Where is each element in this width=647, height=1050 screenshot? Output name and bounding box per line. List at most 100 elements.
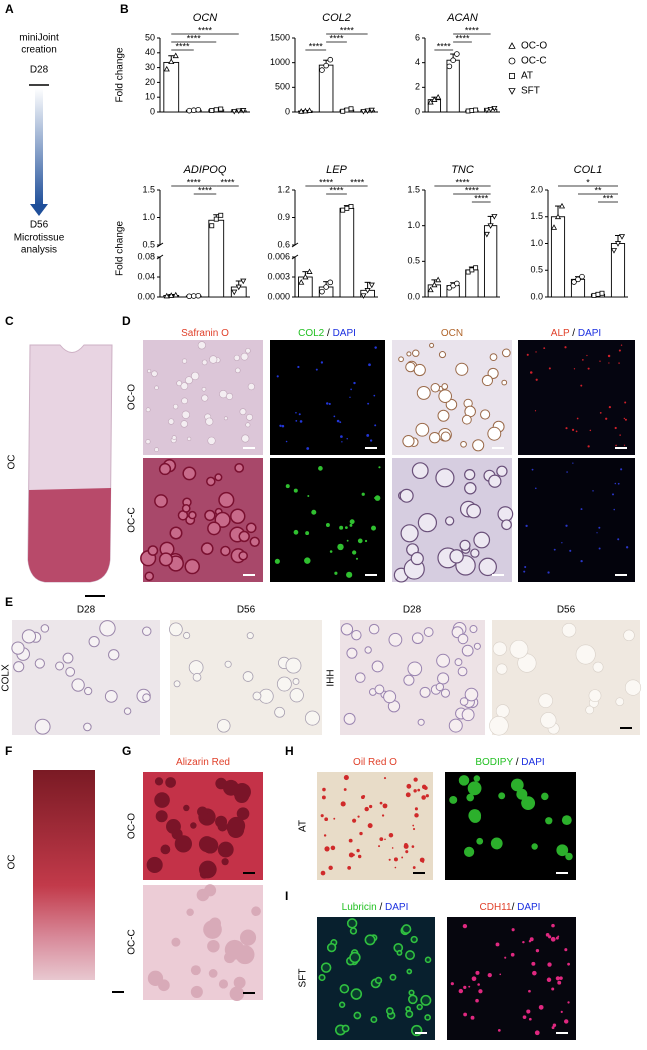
micrograph-feature — [181, 410, 190, 419]
micrograph-feature — [403, 674, 415, 686]
micrograph-feature — [88, 636, 100, 648]
timeline-text: D56 — [30, 220, 49, 231]
micrograph-feature — [592, 661, 604, 673]
legend-label: OC-C — [521, 56, 547, 67]
micrograph-feature — [471, 976, 477, 982]
micrograph-feature — [402, 435, 415, 448]
micrograph-feature — [190, 985, 203, 998]
micrograph-feature — [245, 522, 257, 534]
micrograph-feature — [573, 368, 576, 370]
micrograph-feature — [607, 354, 611, 358]
chart-title: OCN — [193, 12, 218, 24]
micrograph-feature — [245, 422, 251, 428]
micrograph-feature — [339, 421, 342, 424]
micrograph-feature — [413, 777, 418, 782]
micrograph-feature — [207, 939, 220, 953]
chart-title: TNC — [451, 164, 474, 176]
micrograph-feature — [297, 365, 300, 369]
micrograph-feature — [449, 549, 464, 564]
micrograph-feature — [241, 434, 250, 443]
micrograph-feature — [346, 438, 348, 440]
micrograph-feature — [424, 956, 432, 964]
point — [368, 282, 375, 289]
micrograph-feature — [567, 1001, 570, 1004]
y-axis-label: Fold change — [115, 221, 126, 276]
micrograph-feature — [197, 806, 208, 818]
micrograph-feature — [307, 495, 310, 498]
micrograph-feature — [368, 363, 371, 367]
micrograph-feature — [364, 806, 369, 812]
micrograph-feature — [354, 672, 366, 683]
micrograph-feature — [104, 689, 118, 703]
micrograph-feature — [538, 1004, 544, 1010]
micrograph-feature — [388, 858, 391, 861]
micrograph-feature — [339, 983, 350, 994]
micrograph-feature — [343, 774, 349, 781]
micrograph-feature — [108, 649, 120, 661]
point — [327, 279, 334, 286]
micrograph-feature — [347, 866, 352, 870]
point — [213, 107, 219, 113]
significance-label: **** — [350, 177, 365, 187]
micrograph-feature — [623, 444, 626, 446]
micrograph-feature — [394, 866, 397, 869]
micrograph-feature — [183, 804, 190, 812]
micrograph-feature — [295, 411, 297, 414]
micrograph-feature — [463, 1012, 468, 1017]
micrograph-feature — [217, 821, 228, 832]
micrograph-feature — [623, 629, 635, 642]
micrograph-feature — [181, 504, 191, 513]
row-label: OC-C — [127, 929, 138, 955]
column-header: COL2 / DAPI — [298, 328, 356, 339]
micrograph-feature — [383, 690, 397, 704]
micrograph-feature — [220, 545, 231, 557]
micrograph-feature — [83, 722, 92, 732]
micrograph-feature — [497, 506, 514, 522]
significance-label: **** — [465, 25, 480, 35]
micrograph-feature — [196, 888, 210, 902]
column-header: D28 — [77, 605, 96, 616]
micrograph-feature — [341, 441, 343, 443]
micrograph-feature — [389, 973, 397, 981]
y-tick-label: 1.5 — [142, 184, 155, 194]
significance-label: **** — [198, 185, 213, 195]
panel-label: G — [122, 744, 131, 758]
micrograph-feature — [199, 869, 209, 879]
micrograph-feature — [203, 920, 222, 939]
micrograph-feature — [369, 439, 373, 442]
micrograph-feature — [475, 998, 479, 1003]
micrograph-feature — [587, 367, 590, 370]
micrograph-feature — [611, 493, 615, 496]
micrograph-feature — [320, 814, 324, 818]
micrograph-feature — [489, 716, 509, 736]
legend-marker — [508, 57, 516, 65]
point — [231, 289, 238, 296]
bar — [298, 276, 313, 298]
point — [240, 278, 247, 285]
significance-label: **** — [329, 185, 344, 195]
micrograph-feature — [346, 539, 349, 542]
micrograph-feature — [348, 852, 354, 858]
micrograph-feature — [613, 508, 616, 511]
micrograph-feature — [580, 384, 583, 387]
micrograph-feature — [473, 775, 481, 782]
header-part: COL2 — [298, 328, 325, 339]
micrograph-feature — [565, 427, 568, 430]
micrograph-feature — [473, 642, 481, 650]
point — [186, 107, 193, 114]
micrograph-feature — [349, 951, 361, 964]
micrograph-feature — [40, 624, 50, 633]
micrograph-feature — [200, 542, 214, 555]
header-part: / — [324, 328, 332, 339]
micrograph-feature — [400, 524, 419, 543]
micrograph-feature — [171, 828, 183, 840]
micrograph-feature — [234, 462, 245, 473]
micrograph-feature — [285, 440, 288, 443]
micrograph-feature — [553, 548, 556, 551]
micrograph-feature — [181, 397, 188, 405]
micrograph-feature — [489, 353, 498, 362]
micrograph-feature — [464, 687, 479, 702]
row-label: OC — [7, 855, 18, 870]
y-tick-label: 0.000 — [267, 291, 290, 301]
micrograph-feature — [147, 970, 164, 986]
